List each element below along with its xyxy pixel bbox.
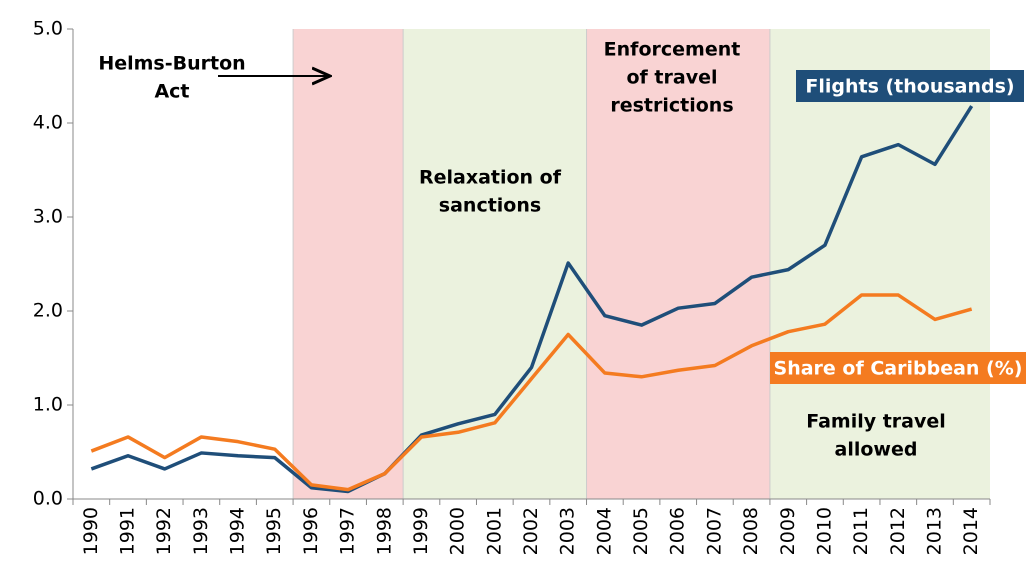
x-tick-label: 2008 [740, 507, 762, 555]
shaded-period [769, 29, 990, 499]
y-tick-label: 2.0 [33, 300, 63, 322]
x-tick-label: 2007 [703, 507, 725, 555]
period-label: Family travel [806, 411, 946, 433]
legend-label: Flights (thousands) [805, 76, 1014, 98]
period-label: restrictions [610, 95, 733, 117]
x-tick-label: 1997 [337, 507, 359, 555]
y-tick-label: 3.0 [33, 206, 63, 228]
x-tick-label: 2003 [557, 507, 579, 555]
shaded-period [403, 29, 587, 499]
y-tick-label: 1.0 [33, 394, 63, 416]
legend-label: Share of Caribbean (%) [774, 358, 1023, 380]
x-tick-label: 1995 [263, 507, 285, 555]
period-label: Relaxation of [419, 167, 562, 189]
x-tick-label: 1991 [117, 507, 139, 555]
x-tick-label: 2014 [960, 507, 982, 555]
period-label: Act [154, 81, 189, 103]
shaded-period [293, 29, 404, 499]
period-label: sanctions [439, 195, 541, 217]
x-tick-label: 2004 [593, 507, 615, 555]
x-tick-label: 2010 [813, 507, 835, 555]
x-tick-label: 2009 [777, 507, 799, 555]
x-tick-label: 2005 [630, 507, 652, 555]
x-tick-label: 1992 [153, 507, 175, 555]
x-tick-label: 1994 [227, 507, 249, 555]
x-tick-label: 2001 [483, 507, 505, 555]
x-tick-label: 1999 [410, 507, 432, 555]
legend-box [796, 70, 1024, 102]
series-line [90, 105, 974, 494]
x-tick-label: 1990 [80, 507, 102, 555]
x-tick-label: 2013 [923, 507, 945, 555]
y-tick-label: 0.0 [33, 488, 63, 510]
x-tick-label: 1996 [300, 507, 322, 555]
x-tick-label: 2006 [667, 507, 689, 555]
x-tick-label: 2002 [520, 507, 542, 555]
x-tick-label: 2000 [447, 507, 469, 555]
series-line [90, 293, 973, 492]
x-tick-label: 2011 [850, 507, 872, 555]
x-tick-label: 1993 [190, 507, 212, 555]
y-tick-label: 5.0 [33, 18, 63, 40]
legend-box [770, 352, 1026, 384]
period-label: of travel [627, 67, 718, 89]
y-tick-label: 4.0 [33, 112, 63, 134]
period-label: allowed [835, 439, 918, 461]
shaded-period [586, 29, 770, 499]
x-tick-label: 2012 [887, 507, 909, 555]
period-label: Enforcement [604, 39, 741, 61]
period-label: Helms-Burton [98, 53, 245, 75]
x-tick-label: 1998 [373, 507, 395, 555]
